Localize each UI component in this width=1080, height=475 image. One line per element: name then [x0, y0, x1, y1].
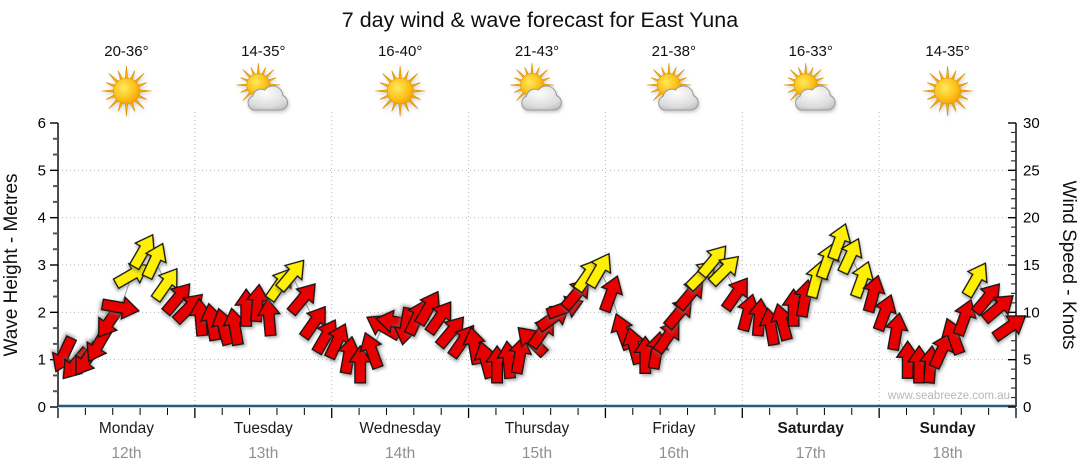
cloud-icon	[247, 85, 289, 111]
watermark: www.seabreeze.com.au	[887, 390, 1010, 402]
date-label: 13th	[248, 445, 278, 462]
weather-icon-partly-cloudy	[783, 62, 836, 111]
temp-range: 16-33°	[789, 43, 833, 60]
day-label: Sunday	[920, 420, 976, 437]
date-label: 12th	[111, 445, 141, 462]
wind-arrow	[980, 294, 1014, 325]
wind-arrow	[584, 252, 612, 290]
day-label: Thursday	[505, 420, 570, 437]
page-title: 7 day wind & wave forecast for East Yuna	[342, 8, 738, 32]
day-label: Wednesday	[359, 420, 441, 437]
cloud-icon	[658, 85, 699, 111]
weather-icon-sunny	[101, 65, 152, 117]
wind-arrow	[872, 293, 897, 333]
weather-icon-partly-cloudy	[509, 62, 562, 111]
wind-arrows-layer	[51, 222, 1027, 384]
wind-arrow	[827, 222, 852, 262]
wind-arrow	[274, 259, 305, 293]
labels-layer: 0 1 2 3 4 5 6 0 5 10 15 20 25 30 20-36° Monday 12th 14-35…	[38, 43, 1040, 462]
day-label: Friday	[652, 420, 695, 437]
right-axis-tick-label: 15	[1023, 257, 1040, 274]
left-axis-tick-label: 0	[38, 399, 46, 416]
wind-arrow	[141, 242, 167, 281]
sun-disc	[386, 77, 414, 105]
weather-icon-sunny	[375, 65, 426, 117]
left-axis-tick-label: 5	[38, 162, 46, 179]
date-label: 17th	[796, 445, 826, 462]
wind-arrow	[952, 298, 977, 338]
day-label: Saturday	[778, 420, 845, 437]
wind-arrow	[884, 311, 909, 352]
temp-range: 21-38°	[652, 43, 696, 60]
axes-layer	[50, 122, 1017, 418]
left-axis-label: Wave Height - Metres	[1, 173, 22, 356]
date-label: 15th	[522, 445, 552, 462]
date-label: 16th	[659, 445, 689, 462]
day-label: Monday	[99, 420, 154, 437]
wind-arrow	[598, 274, 624, 314]
wind-arrow	[961, 262, 988, 299]
wind-arrow	[100, 295, 141, 320]
temp-range: 21-43°	[515, 43, 559, 60]
date-label: 14th	[385, 445, 415, 462]
wind-arrow	[286, 283, 316, 317]
wind-arrow	[991, 315, 1027, 343]
left-axis-tick-label: 6	[38, 115, 46, 132]
wind-arrow	[862, 274, 886, 314]
left-axis-tick-label: 3	[38, 257, 46, 274]
right-axis-tick-label: 20	[1023, 210, 1040, 227]
right-axis-label: Wind Speed - Knots	[1058, 181, 1079, 350]
temp-range: 14-35°	[925, 43, 969, 60]
right-axis-tick-label: 30	[1023, 115, 1040, 132]
sun-rays	[101, 65, 152, 117]
day-label: Tuesday	[234, 420, 293, 437]
temp-range: 16-40°	[378, 43, 422, 60]
weather-icon-partly-cloudy	[236, 62, 289, 111]
wind-arrow	[928, 332, 954, 371]
wind-arrow	[837, 237, 863, 276]
wind-arrow	[256, 297, 282, 337]
wind-arrow	[359, 331, 384, 371]
weather-icon-partly-cloudy	[646, 62, 699, 111]
cloud-icon	[794, 85, 836, 111]
left-axis-tick-label: 4	[38, 210, 46, 227]
wind-arrow	[720, 277, 748, 313]
weather-icon-sunny	[922, 65, 973, 117]
right-axis-tick-label: 5	[1023, 352, 1031, 369]
sun-disc	[113, 77, 140, 105]
temp-range: 20-36°	[104, 43, 148, 60]
wind-arrow	[707, 255, 740, 288]
temp-range: 14-35°	[241, 43, 285, 60]
grid-layer	[58, 112, 1016, 406]
sun-disc	[934, 77, 961, 105]
date-label: 18th	[932, 445, 962, 462]
wind-arrow	[508, 335, 533, 375]
left-axis-tick-label: 1	[38, 352, 46, 369]
left-axis-tick-label: 2	[38, 304, 46, 321]
sun-rays	[922, 65, 973, 117]
right-axis-tick-label: 10	[1023, 304, 1040, 321]
right-axis-tick-label: 25	[1023, 162, 1040, 179]
sun-rays	[375, 65, 426, 117]
cloud-icon	[521, 85, 562, 111]
right-axis-tick-label: 0	[1023, 399, 1031, 416]
weather-icons-layer	[101, 62, 973, 117]
